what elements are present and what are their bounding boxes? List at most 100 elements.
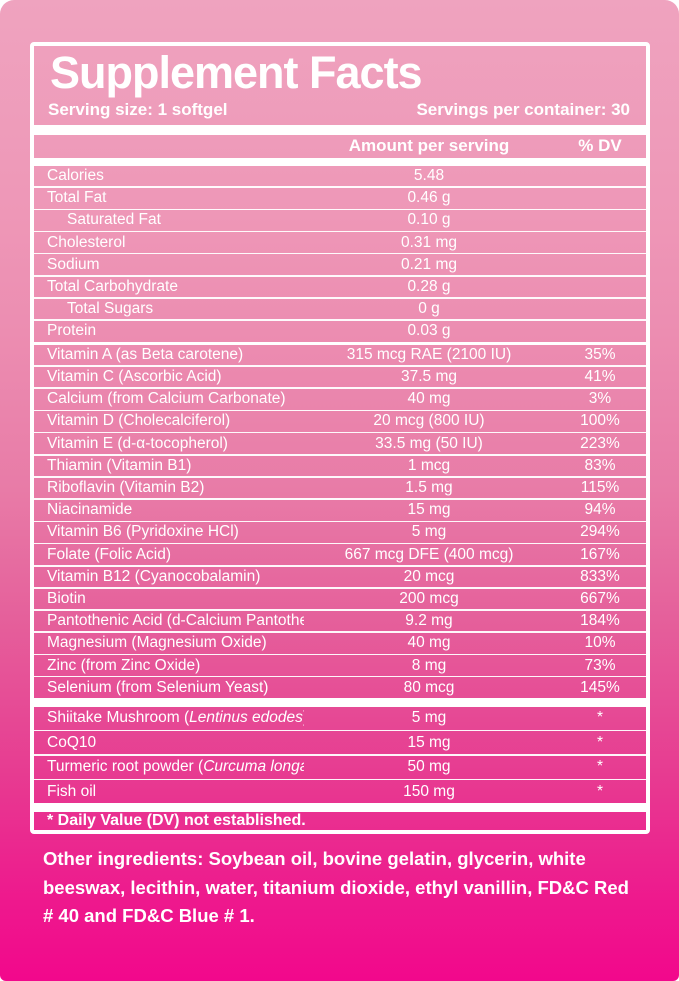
divider-thin xyxy=(34,431,646,434)
row-label: Magnesium (Magnesium Oxide) xyxy=(47,634,267,652)
row-amount: 40 mg xyxy=(407,634,451,652)
table-row: Thiamin (Vitamin B1) 1 mcg 83% xyxy=(34,456,646,477)
row-label: Folate (Folic Acid) xyxy=(47,545,172,563)
row-label: Fish oil xyxy=(47,782,97,800)
table-row: Selenium (from Selenium Yeast) 80 mcg 145% xyxy=(34,677,646,698)
row-dv: 35% xyxy=(584,345,616,363)
row-label: CoQ10 xyxy=(47,733,97,751)
row-amount: 0.03 g xyxy=(407,322,451,340)
divider-thick xyxy=(34,157,646,166)
row-label: Vitamin C (Ascorbic Acid) xyxy=(47,368,222,386)
row-label: Calcium (from Calcium Carbonate) xyxy=(47,390,286,408)
row-amount: 0 g xyxy=(418,300,440,318)
row-amount: 80 mcg xyxy=(403,678,455,696)
row-amount: 8 mg xyxy=(411,656,447,674)
row-dv: 145% xyxy=(580,678,620,696)
divider-thin xyxy=(34,453,646,456)
row-label: Calories xyxy=(47,167,104,185)
row-amount: 200 mcg xyxy=(399,589,459,607)
row-dv: 833% xyxy=(580,567,620,585)
serving-info: Serving size: 1 softgel Servings per con… xyxy=(34,98,646,125)
row-amount: 315 mcg RAE (2100 IU) xyxy=(346,345,512,363)
table-row: Calories 5.48 xyxy=(34,166,646,187)
row-label: Niacinamide xyxy=(47,501,133,519)
table-row: Saturated Fat 0.10 g xyxy=(34,210,646,231)
table-row: CoQ10 15 mg * xyxy=(34,731,646,754)
serving-size: Serving size: 1 softgel xyxy=(48,100,228,120)
row-amount: 15 mg xyxy=(407,501,451,519)
row-label: Turmeric root powder (Curcuma longa) (ro… xyxy=(47,758,304,776)
table-row: Folate (Folic Acid) 667 mcg DFE (400 mcg)… xyxy=(34,544,646,565)
row-amount: 0.46 g xyxy=(407,189,451,207)
row-amount: 150 mg xyxy=(403,782,455,800)
table-row: Biotin 200 mcg 667% xyxy=(34,589,646,610)
row-amount: 1.5 mg xyxy=(405,479,453,497)
row-dv: * xyxy=(596,709,604,727)
divider-thin xyxy=(34,520,646,523)
row-dv: * xyxy=(596,733,604,751)
table-row: Zinc (from Zinc Oxide) 8 mg 73% xyxy=(34,655,646,676)
divider-medium xyxy=(34,341,646,345)
row-label: Vitamin B12 (Cyanocobalamin) xyxy=(47,567,261,585)
row-amount: 0.10 g xyxy=(407,211,451,229)
divider-thin xyxy=(34,230,646,233)
divider-thin xyxy=(34,208,646,211)
row-amount: 33.5 mg (50 IU) xyxy=(375,434,483,452)
row-amount: 667 mcg DFE (400 mcg) xyxy=(344,545,514,563)
servings-per-container: Servings per container: 30 xyxy=(416,100,630,120)
column-header-dv: % DV xyxy=(578,136,622,156)
divider-thin xyxy=(34,186,646,188)
table-row: Cholesterol 0.31 mg xyxy=(34,232,646,253)
row-dv: 167% xyxy=(580,545,620,563)
row-label: Cholesterol xyxy=(47,233,126,251)
row-amount: 40 mg xyxy=(407,390,451,408)
other-ingredients: Other ingredients: Soybean oil, bovine g… xyxy=(43,848,629,927)
row-label: Total Sugars xyxy=(67,300,154,318)
row-amount: 50 mg xyxy=(407,758,451,776)
divider-thin xyxy=(34,729,646,732)
divider-thin xyxy=(34,675,646,678)
table-row: Calcium (from Calcium Carbonate) 40 mg 3% xyxy=(34,389,646,410)
row-label: Zinc (from Zinc Oxide) xyxy=(47,656,201,674)
row-label: Saturated Fat xyxy=(67,211,161,229)
row-amount: 9.2 mg xyxy=(405,612,453,630)
table-row: Shiitake Mushroom (Lentinus edodes) (fru… xyxy=(34,707,646,730)
table-row: Total Carbohydrate 0.28 g xyxy=(34,277,646,298)
divider-thin xyxy=(34,387,646,389)
table-row: Vitamin B6 (Pyridoxine HCl) 5 mg 294% xyxy=(34,522,646,543)
divider-thin xyxy=(34,609,646,611)
row-amount: 5 mg xyxy=(411,709,447,727)
divider-thin xyxy=(34,498,646,500)
row-amount: 37.5 mg xyxy=(400,368,457,386)
table-row: Vitamin C (Ascorbic Acid) 37.5 mg 41% xyxy=(34,367,646,388)
row-dv: 41% xyxy=(584,368,616,386)
row-label: Vitamin E (d-α-tocopherol) xyxy=(47,434,228,452)
row-label: Selenium (from Selenium Yeast) xyxy=(47,678,269,696)
row-label: Pantothenic Acid (d-Calcium Pantothenate… xyxy=(47,612,304,630)
row-label: Thiamin (Vitamin B1) xyxy=(47,456,192,474)
divider-thick xyxy=(34,124,646,135)
divider-thick xyxy=(34,803,646,812)
row-amount: 0.21 mg xyxy=(400,255,457,273)
row-label: Total Fat xyxy=(47,189,107,207)
divider-thin xyxy=(34,319,646,322)
nutrient-table: Calories 5.48 Total Fat 0.46 g Saturated Fat… xyxy=(34,166,646,812)
table-row: Pantothenic Acid (d-Calcium Pantothenate… xyxy=(34,611,646,632)
row-label: Biotin xyxy=(47,589,86,607)
row-amount: 0.28 g xyxy=(407,277,451,295)
row-label: Shiitake Mushroom (Lentinus edodes) (fru… xyxy=(47,709,304,727)
divider-thin xyxy=(34,778,646,781)
divider-thin xyxy=(34,409,646,412)
table-row: Magnesium (Magnesium Oxide) 40 mg 10% xyxy=(34,633,646,654)
row-dv: * xyxy=(596,782,604,800)
table-row: Vitamin E (d-α-tocopherol) 33.5 mg (50 IU… xyxy=(34,433,646,454)
row-dv: 184% xyxy=(580,612,620,630)
row-amount: 20 mcg xyxy=(403,567,455,585)
table-row: Sodium 0.21 mg xyxy=(34,254,646,275)
divider-thin xyxy=(34,653,646,656)
table-row: Total Sugars 0 g xyxy=(34,299,646,320)
divider-thin xyxy=(34,476,646,478)
row-label: Vitamin B6 (Pyridoxine HCl) xyxy=(47,523,239,541)
row-dv: 3% xyxy=(588,390,612,408)
